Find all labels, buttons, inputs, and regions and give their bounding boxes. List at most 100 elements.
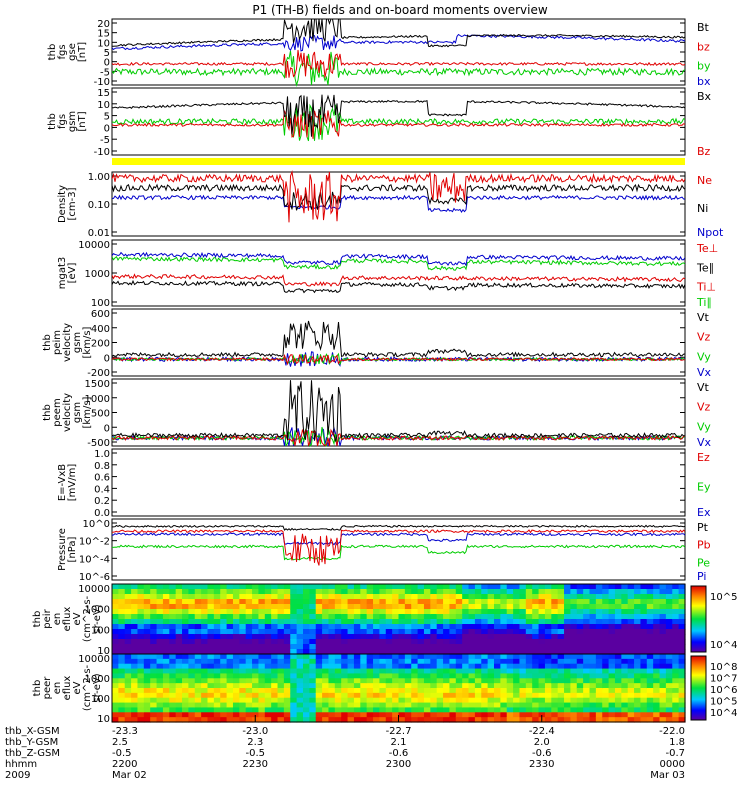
- time-axis-value: -0.7: [665, 748, 685, 759]
- spectrogram-cell: [519, 663, 527, 670]
- spectrogram-cell: [455, 644, 463, 650]
- spectrogram-cell: [264, 702, 272, 709]
- spectrogram-cell: [513, 654, 521, 660]
- spectrogram-cell: [239, 624, 247, 630]
- spectrogram-cell: [481, 673, 489, 679]
- spectrogram-cell: [137, 609, 145, 615]
- spectrogram-cell: [137, 663, 145, 670]
- spectrogram-cell: [296, 614, 304, 620]
- spectrogram-cell: [290, 629, 298, 635]
- spectrogram-cell: [462, 654, 470, 660]
- spectrogram-cell: [506, 688, 514, 694]
- spectrogram-cell: [570, 629, 578, 635]
- series-te-par: [112, 256, 685, 271]
- spectrogram-cell: [169, 678, 177, 684]
- spectrogram-cell: [213, 589, 221, 595]
- spectrogram-cell: [252, 697, 260, 704]
- spectrogram-cell: [423, 717, 431, 723]
- spectrogram-cell: [131, 584, 139, 590]
- spectrogram-cell: [525, 639, 533, 645]
- spectrogram-cell: [398, 668, 406, 675]
- spectrogram-cell: [576, 712, 584, 718]
- spectrogram-cell: [570, 683, 578, 689]
- spectrogram-cell: [328, 712, 336, 718]
- spectrogram-cell: [124, 589, 132, 595]
- spectrogram-cell: [443, 589, 451, 595]
- spectrogram-cell: [137, 697, 145, 704]
- spectrogram-cell: [124, 604, 132, 610]
- spectrogram-cell: [583, 649, 591, 655]
- spectrogram-cell: [303, 668, 310, 675]
- spectrogram-cell: [411, 692, 419, 699]
- spectrogram-cell: [232, 678, 240, 684]
- spectrogram-cell: [226, 599, 234, 605]
- spectrogram-cell: [576, 629, 584, 635]
- spectrogram-cell: [226, 584, 234, 590]
- spectrogram-cell: [487, 599, 495, 605]
- spectrogram-cell: [131, 654, 139, 660]
- spectrogram-cell: [525, 584, 533, 590]
- spectrogram-cell: [570, 697, 578, 704]
- legend-ti∥: Ti∥: [696, 296, 712, 309]
- spectrogram-cell: [665, 702, 673, 709]
- spectrogram-cell: [583, 692, 591, 699]
- spectrogram-cell: [303, 584, 310, 590]
- spectrogram-cell: [564, 634, 571, 640]
- spectrogram-cell: [392, 688, 400, 694]
- spectrogram-cell: [589, 589, 597, 595]
- spectrogram-cell: [283, 658, 291, 665]
- spectrogram-cell: [245, 634, 253, 640]
- spectrogram-cell: [595, 589, 603, 595]
- y-tick-label: 10^0: [83, 519, 110, 530]
- spectrogram-cell: [264, 589, 272, 595]
- spectrogram-cell: [564, 697, 571, 704]
- spectrogram-cell: [443, 654, 451, 660]
- spectrogram-cell: [252, 683, 260, 689]
- spectrogram-cell: [474, 663, 482, 670]
- spectrogram-cell: [156, 663, 164, 670]
- spectrogram-cell: [290, 644, 298, 650]
- spectrogram-cell: [653, 668, 661, 675]
- spectrogram-cell: [583, 712, 591, 718]
- spectrogram-cell: [245, 624, 253, 630]
- spectrogram-cell: [411, 678, 419, 684]
- spectrogram-cell: [347, 609, 355, 615]
- spectrogram-cell: [443, 712, 451, 718]
- spectrogram-cell: [283, 644, 291, 650]
- y-axis-label: en: [52, 613, 63, 626]
- y-tick-label: 10: [97, 646, 110, 657]
- spectrogram-cell: [411, 707, 419, 713]
- spectrogram-cell: [283, 639, 291, 645]
- spectrogram-cell: [366, 697, 374, 704]
- spectrogram-cell: [551, 707, 559, 713]
- spectrogram-cell: [373, 717, 380, 723]
- spectrogram-cell: [264, 594, 272, 600]
- spectrogram-cell: [226, 634, 234, 640]
- spectrogram-cell: [525, 609, 533, 615]
- spectrogram-cell: [334, 584, 342, 590]
- spectrogram-cell: [621, 584, 629, 590]
- y-tick-label: 1000: [85, 394, 110, 405]
- time-axis-value: -0.5: [112, 748, 132, 759]
- spectrogram-cell: [226, 594, 234, 600]
- spectrogram-cell: [379, 692, 387, 699]
- spectrogram-cell: [608, 644, 616, 650]
- spectrogram-cell: [118, 639, 126, 645]
- spectrogram-cell: [315, 673, 323, 679]
- spectrogram-cell: [494, 683, 501, 689]
- spectrogram-cell: [220, 619, 228, 625]
- y-axis-label: velocity: [62, 323, 73, 362]
- spectrogram-cell: [379, 644, 387, 650]
- spectrogram-cell: [309, 712, 317, 718]
- spectrogram-cell: [296, 697, 304, 704]
- y-tick-label: -10: [94, 77, 110, 88]
- spectrogram-cell: [411, 673, 419, 679]
- spectrogram-cell: [538, 589, 546, 595]
- spectrogram-cell: [220, 663, 228, 670]
- spectrogram-cell: [506, 584, 514, 590]
- spectrogram-cell: [614, 639, 622, 645]
- spectrogram-cell: [112, 599, 119, 605]
- spectrogram-cell: [207, 692, 215, 699]
- spectrogram-cell: [583, 599, 591, 605]
- spectrogram-cell: [538, 697, 546, 704]
